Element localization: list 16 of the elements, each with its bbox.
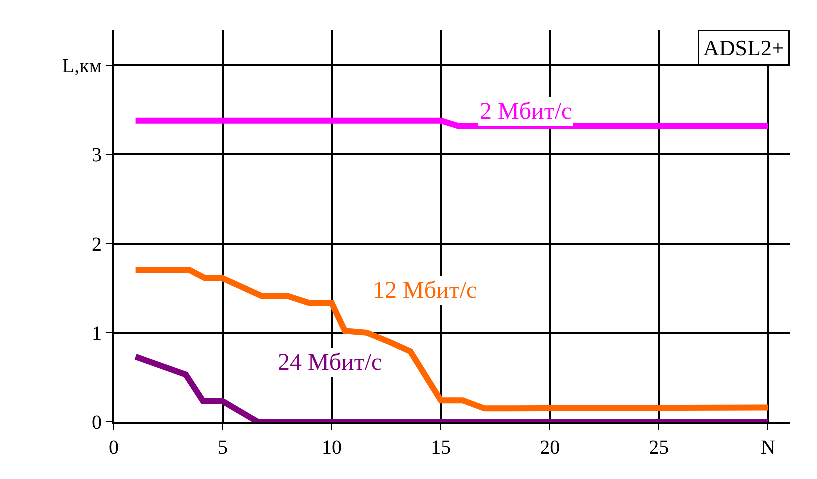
x-tick-label: 0 xyxy=(109,437,119,459)
x-tick-label: 5 xyxy=(218,437,228,459)
chart-title: ADSL2+ xyxy=(704,36,784,60)
series-label: 24 Мбит/с xyxy=(278,350,382,376)
y-tick-label: 0 xyxy=(92,412,102,434)
x-tick-label: 10 xyxy=(322,437,342,459)
y-tick-label: 3 xyxy=(92,144,102,167)
series-label: 12 Мбит/с xyxy=(373,278,478,304)
x-tick-label: 20 xyxy=(540,437,560,459)
x-tick-label: 15 xyxy=(431,437,452,459)
y-tick-label: 2 xyxy=(92,234,102,256)
series-label: 2 Мбит/с xyxy=(480,99,572,125)
y-tick-label: L,км xyxy=(62,56,102,78)
y-tick-label: 1 xyxy=(92,322,102,345)
x-tick-label: 25 xyxy=(649,437,670,459)
x-tick-label: N xyxy=(760,437,776,459)
